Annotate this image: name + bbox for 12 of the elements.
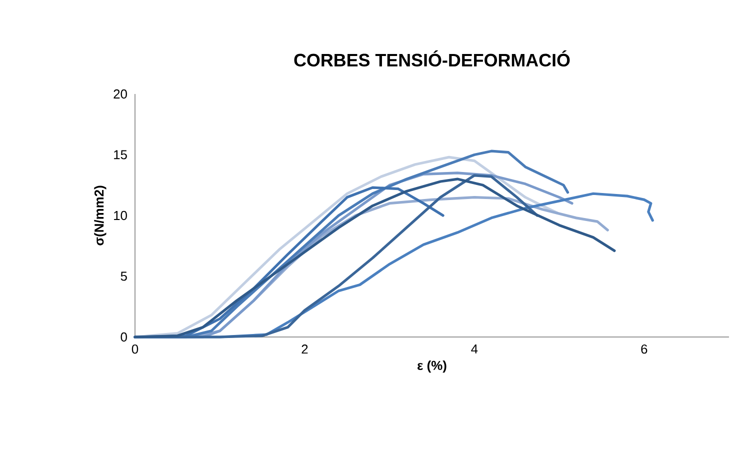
y-tick-label: 10 — [114, 210, 127, 220]
y-tick-label: 5 — [120, 272, 127, 281]
chart-title: CORBES TENSIÓ-DEFORMACIÓ — [294, 50, 570, 66]
y-tick-label: 0 — [120, 332, 127, 342]
y-axis-title: σ(N/mm2) — [94, 186, 106, 246]
x-tick-label: 4 — [471, 344, 478, 354]
x-tick-label: 2 — [302, 344, 308, 354]
y-tick-label: 20 — [114, 89, 127, 99]
x-tick-label: 6 — [641, 344, 648, 354]
x-axis-title: ε (%) — [418, 360, 446, 373]
y-tick-label: 15 — [114, 150, 127, 160]
x-tick-label: 0 — [132, 344, 138, 354]
